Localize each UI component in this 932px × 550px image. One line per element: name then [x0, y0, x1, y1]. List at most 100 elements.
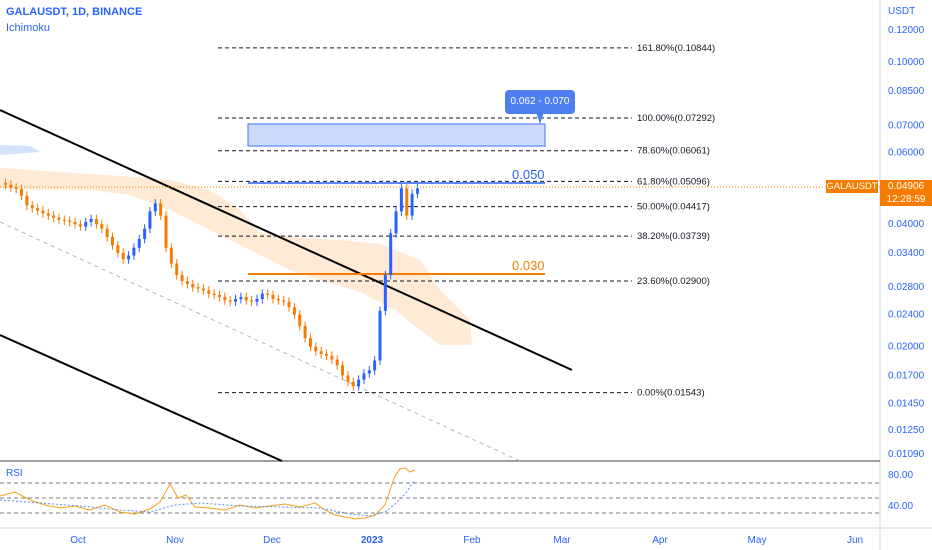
candle-body-65: [351, 381, 355, 387]
candle-body-27: [148, 211, 152, 229]
month-tick-3: 2023: [361, 535, 384, 546]
candle-body-35: [191, 284, 195, 288]
candle-body-49: [266, 293, 270, 295]
symbol-tag: GALAUSDT: [826, 180, 878, 193]
candle-body-1: [9, 184, 13, 188]
candle-body-59: [319, 351, 323, 354]
time-axis[interactable]: Oct Nov Dec 2023 Feb Mar Apr May Jun: [70, 535, 863, 546]
target-callout[interactable]: 0.062 - 0.070: [505, 90, 575, 114]
candle-body-20: [111, 237, 114, 246]
candle-body-32: [175, 263, 179, 276]
ichimoku-cloud-bearish: [0, 168, 472, 345]
rsi-line: [0, 467, 416, 520]
candle-body-37: [201, 288, 205, 291]
rsi-tick-1: 40.00: [888, 501, 913, 512]
price-tick-9: 0.02000: [888, 342, 925, 353]
fib-label-0: 161.80%(0.10844): [637, 43, 715, 54]
fib-retracement: 161.80%(0.10844) 100.00%(0.07292) 78.60%(0…: [218, 43, 715, 399]
candle-body-75: [405, 188, 409, 216]
support-label: 0.030: [512, 258, 545, 273]
candle-body-63: [341, 365, 345, 376]
candle-body-39: [212, 293, 216, 295]
rsi-tick-0: 80.00: [888, 470, 913, 481]
candle-body-48: [260, 293, 264, 299]
trendline-lower: [0, 334, 283, 462]
price-tick-3: 0.07000: [888, 120, 925, 131]
candle-body-77: [415, 188, 419, 194]
price-tick-10: 0.01700: [888, 370, 925, 381]
candle-body-3: [20, 189, 24, 196]
month-tick-4: Feb: [463, 535, 481, 546]
candle-body-47: [255, 298, 259, 302]
candle-body-12: [68, 220, 72, 222]
price-axis[interactable]: 0.12000 0.10000 0.08500 0.07000 0.06000 0.040…: [888, 25, 925, 460]
candle-body-42: [228, 300, 232, 302]
rsi-ma-line: [0, 479, 416, 517]
callout-pointer: [536, 112, 544, 124]
candle-body-2: [14, 187, 18, 190]
fib-label-5: 38.20%(0.03739): [637, 231, 710, 242]
candle-body-29: [159, 203, 163, 216]
candle-body-4: [25, 195, 29, 206]
candle-body-11: [62, 219, 66, 221]
month-tick-2: Dec: [263, 535, 281, 546]
month-tick-1: Nov: [166, 535, 184, 546]
candle-body-9: [52, 215, 56, 218]
candle-body-69: [373, 360, 377, 371]
candle-body-41: [223, 296, 227, 301]
candle-body-57: [308, 338, 312, 347]
price-tick-4: 0.06000: [888, 148, 925, 159]
candle-body-60: [325, 353, 328, 356]
candle-body-43: [234, 298, 238, 302]
candle-body-64: [346, 375, 350, 382]
candle-body-28: [153, 203, 157, 212]
month-tick-5: Mar: [553, 535, 571, 546]
candle-body-21: [116, 245, 120, 253]
current-price-box: 0.04906 12:28:59: [880, 180, 932, 206]
chart-title: GALAUSDT, 1D, BINANCE: [6, 6, 143, 18]
candle-body-22: [121, 252, 125, 260]
candle-body-45: [244, 296, 248, 301]
price-tick-11: 0.01450: [888, 399, 925, 410]
candle-body-74: [399, 188, 403, 212]
trendline-upper: [0, 109, 573, 371]
candle-body-23: [127, 255, 131, 260]
target-zone[interactable]: [247, 123, 546, 147]
candle-body-76: [410, 193, 414, 216]
candle-body-61: [330, 355, 334, 360]
price-tick-1: 0.10000: [888, 57, 925, 68]
candle-body-53: [287, 301, 291, 308]
price-tick-12: 0.01250: [888, 425, 925, 436]
candle-body-40: [218, 294, 221, 297]
candle-body-34: [185, 281, 189, 285]
price-tick-7: 0.02800: [888, 282, 925, 293]
fib-label-6: 23.60%(0.02900): [637, 276, 710, 287]
ichimoku-cloud-bullish: [0, 145, 40, 155]
indicator-label: Ichimoku: [6, 22, 51, 34]
candle-body-31: [169, 247, 173, 264]
price-tick-0: 0.12000: [888, 25, 925, 36]
candle-body-55: [298, 314, 302, 326]
fib-label-4: 50.00%(0.04417): [637, 202, 710, 213]
month-tick-0: Oct: [70, 535, 86, 546]
fib-label-1: 100.00%(0.07292): [637, 113, 715, 124]
candle-body-5: [30, 205, 34, 209]
price-tick-5: 0.04000: [888, 219, 925, 230]
current-price: 0.04906: [887, 181, 925, 192]
rsi-axis: 80.00 40.00: [888, 470, 913, 512]
price-tick-2: 0.08500: [888, 86, 925, 97]
candle-body-10: [57, 217, 61, 220]
candle-body-6: [36, 208, 40, 211]
candle-body-67: [362, 373, 366, 380]
candle-body-7: [41, 210, 45, 214]
candle-body-38: [207, 290, 211, 294]
fib-label-2: 78.60%(0.06061): [637, 146, 710, 157]
candle-body-18: [100, 224, 104, 229]
candle-body-24: [132, 247, 136, 256]
fib-label-7: 0.00%(0.01543): [637, 388, 705, 399]
candle-body-36: [196, 287, 200, 289]
candle-body-30: [164, 215, 168, 248]
candle-body-17: [94, 218, 98, 225]
currency-label: USDT: [888, 6, 916, 17]
